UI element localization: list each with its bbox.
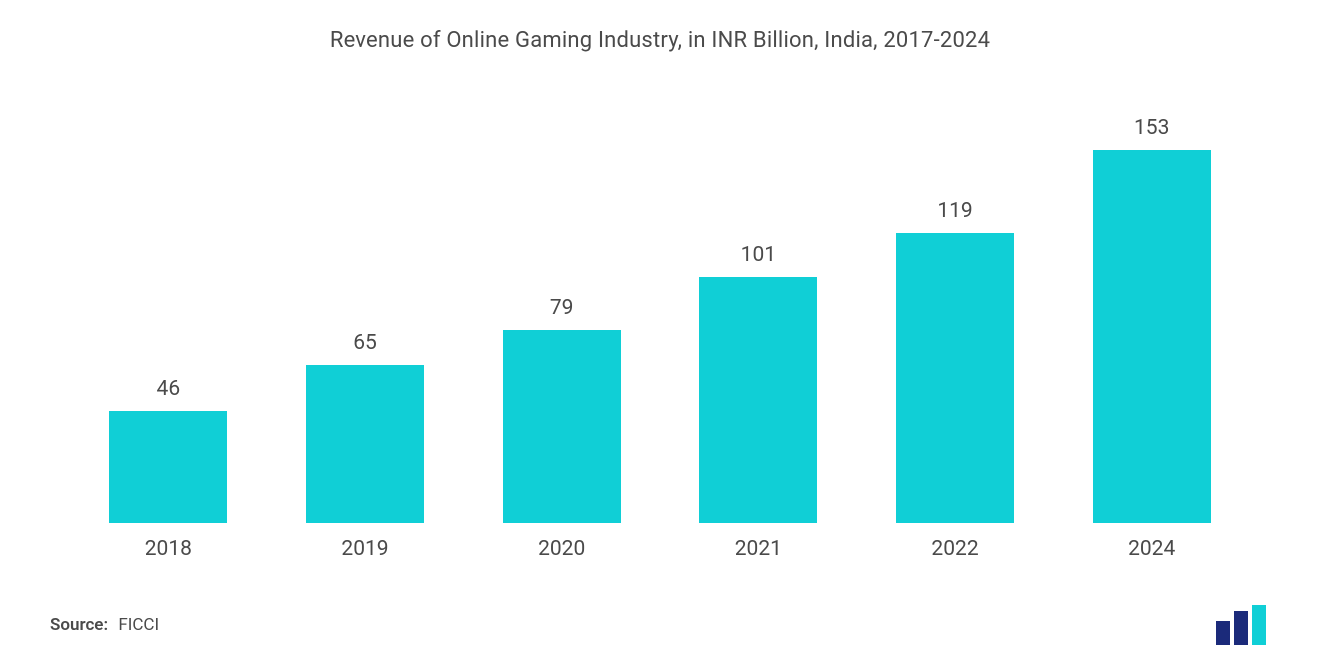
bar-value-label: 153 bbox=[1134, 116, 1169, 140]
bar-column: 153 bbox=[1053, 93, 1250, 523]
bar-group: 101 bbox=[660, 93, 857, 523]
bar bbox=[306, 365, 424, 523]
chart-title: Revenue of Online Gaming Industry, in IN… bbox=[50, 28, 1270, 53]
source-attribution: Source: FICCI bbox=[50, 615, 159, 635]
bar bbox=[896, 233, 1014, 523]
plot-area: 46 65 79 101 119 153 bbox=[50, 93, 1270, 523]
brand-logo bbox=[1214, 605, 1270, 645]
bar bbox=[109, 411, 227, 523]
bar bbox=[1093, 150, 1211, 523]
x-axis-label: 2021 bbox=[660, 537, 857, 561]
bar-column: 65 bbox=[267, 93, 464, 523]
bar-value-label: 101 bbox=[741, 243, 776, 267]
bar bbox=[503, 330, 621, 523]
bar-value-label: 79 bbox=[550, 296, 574, 320]
bar-column: 79 bbox=[463, 93, 660, 523]
x-axis: 201820192020202120222024 bbox=[50, 537, 1270, 561]
chart-container: Revenue of Online Gaming Industry, in IN… bbox=[0, 0, 1320, 665]
bar-column: 101 bbox=[660, 93, 857, 523]
bar-group: 46 bbox=[70, 93, 267, 523]
x-axis-label: 2019 bbox=[267, 537, 464, 561]
bar-group: 65 bbox=[267, 93, 464, 523]
bar-value-label: 119 bbox=[937, 199, 972, 223]
x-axis-label: 2022 bbox=[857, 537, 1054, 561]
bar-value-label: 65 bbox=[353, 331, 377, 355]
bar-group: 119 bbox=[857, 93, 1054, 523]
source-text: FICCI bbox=[118, 615, 159, 635]
bar-value-label: 46 bbox=[157, 377, 181, 401]
bar-column: 119 bbox=[857, 93, 1054, 523]
bar bbox=[699, 277, 817, 523]
x-axis-label: 2018 bbox=[70, 537, 267, 561]
bar-group: 153 bbox=[1053, 93, 1250, 523]
source-prefix: Source: bbox=[50, 615, 108, 635]
x-axis-label: 2020 bbox=[463, 537, 660, 561]
x-axis-label: 2024 bbox=[1053, 537, 1250, 561]
bar-group: 79 bbox=[463, 93, 660, 523]
bar-column: 46 bbox=[70, 93, 267, 523]
